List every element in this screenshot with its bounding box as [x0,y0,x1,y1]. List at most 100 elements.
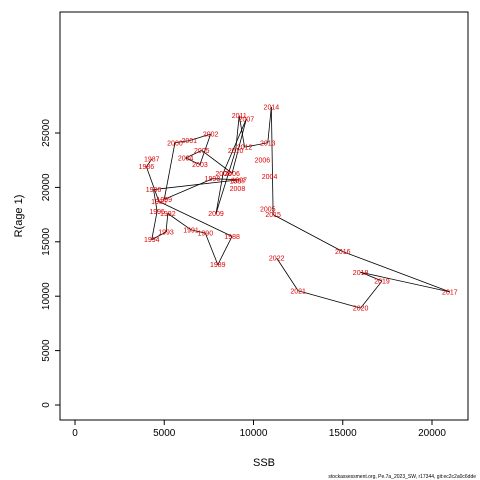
series-segment [276,257,299,291]
point-label-2001: 2001 [181,138,197,145]
point-label-1993: 1993 [158,230,174,237]
point-label-2013: 2013 [260,140,276,147]
y-tick-label: 25000 [41,119,52,147]
series-segment [360,280,383,309]
point-label-1999: 1999 [156,197,172,204]
series-segment [235,115,240,151]
point-label-2008: 2008 [230,186,246,193]
series-segment [298,290,361,309]
x-tick-label: 10000 [240,428,268,439]
x-tick-label: 20000 [418,428,446,439]
series-segment [212,178,240,181]
series-segment [201,150,233,174]
point-label-2018: 2018 [353,270,369,277]
series-segment [215,150,237,214]
series-segment [146,158,153,167]
point-label-1996: 1996 [146,187,162,194]
series-segment [167,213,192,231]
point-label-1994: 1994 [144,237,160,244]
series-segment [215,173,224,214]
series-segment [164,178,213,200]
series-segment [231,118,247,174]
x-axis: 0 5000 10000 15000 20000 [72,420,446,439]
series-segment [185,150,202,159]
y-tick-label: 15000 [41,227,52,255]
point-label-1986: 1986 [139,164,155,171]
point-label-1987: 1987 [230,178,246,185]
point-label-2007: 2007 [239,116,255,123]
series-segment [238,115,245,148]
point-label-2022: 2022 [269,256,285,263]
series-segment [342,251,450,293]
series-segment [217,236,233,265]
series-segment [158,201,233,237]
plot-frame [59,11,469,421]
series-segment [272,214,343,252]
y-tick-label: 5000 [41,339,52,362]
point-label-2019: 2019 [374,278,390,285]
point-label-2006: 2006 [255,158,271,165]
point-label-2000: 2000 [167,140,183,147]
point-label-1989: 1989 [210,262,226,269]
point-label-1998: 1998 [205,176,221,183]
series-segment [185,157,201,165]
series-segment [360,271,383,282]
y-tick-label: 20000 [41,173,52,201]
point-label-1991: 1991 [183,227,199,234]
point-label-2004: 2004 [178,156,194,163]
point-label-1985: 1985 [151,199,167,206]
series-segment [270,106,274,215]
point-label-2020: 2020 [353,306,369,313]
series-segment [267,106,272,143]
x-tick-label: 15000 [329,428,357,439]
y-tick-label: 0 [41,402,52,408]
series-segment [190,229,206,234]
point-label-2021: 2021 [290,288,306,295]
series-segment [204,232,219,265]
point-label-2005: 2005 [194,148,210,155]
point-label-2006: 2006 [224,171,240,178]
series-line [146,106,450,309]
point-label-2003: 2003 [192,162,208,169]
point-label-2017: 2017 [442,289,458,296]
point-label-2015: 2015 [265,212,281,219]
point-label-1992: 1992 [160,211,176,218]
y-axis: 0 5000 10000 15000 20000 25000 [41,119,60,408]
point-label-1997: 1997 [231,177,247,184]
point-label-2010: 2010 [228,148,244,155]
series-segment [189,133,211,141]
point-label-2005: 2005 [260,207,276,214]
point-label-2014: 2014 [264,104,280,111]
series-segment [174,140,190,144]
series-segment [163,142,176,200]
series-segment [151,211,158,240]
x-axis-title: SSB [253,457,275,469]
series-segment [165,213,169,233]
footnote: stockassessment.org, Pe.7a_2023_SW, r173… [328,474,476,480]
series-segment [153,179,240,190]
x-tick-label: 0 [72,428,78,439]
point-labels: 1987198619851988198919901991199219931994… [139,104,458,312]
series-segment [199,133,212,165]
point-label-1990: 1990 [198,231,214,238]
series-segment [146,166,160,202]
y-tick-label: 10000 [41,282,52,310]
series-segment [244,142,268,148]
point-label-2004: 2004 [262,174,278,181]
point-label-2008: 2008 [215,171,231,178]
point-label-1995: 1995 [149,209,165,216]
y-axis-title: R(age 1) [13,195,25,238]
x-tick-label: 5000 [153,428,176,439]
point-label-2016: 2016 [335,249,351,256]
point-label-2002: 2002 [203,132,219,139]
point-label-1988: 1988 [224,234,240,241]
series-segment [360,271,450,293]
series-segment [153,189,158,212]
point-label-2012: 2012 [237,145,253,152]
point-label-1987: 1987 [144,157,160,164]
series-segment [222,118,247,174]
point-label-2011: 2011 [232,113,247,120]
point-label-2009: 2009 [208,211,224,218]
series-segment [151,231,167,240]
